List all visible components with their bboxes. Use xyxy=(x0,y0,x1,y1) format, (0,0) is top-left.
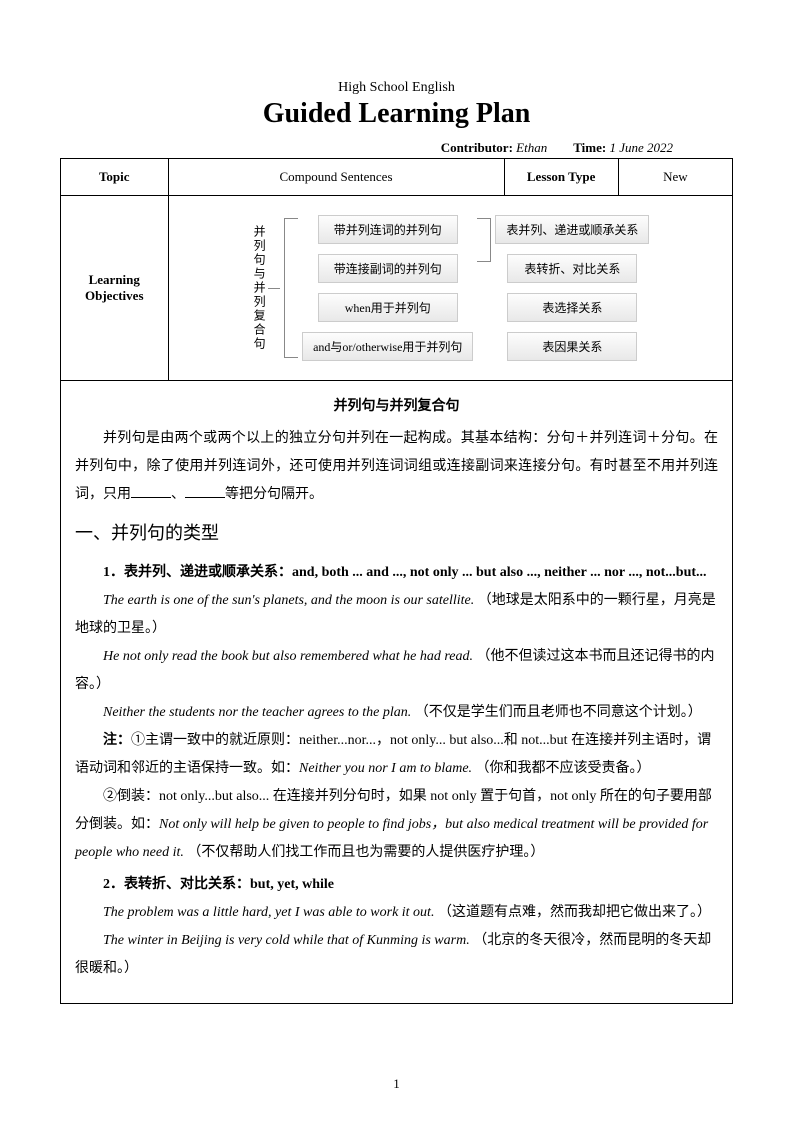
example-en: The problem was a little hard, yet I was… xyxy=(103,905,434,920)
example-cn: （不仅是学生们而且老师也不同意这个计划。） xyxy=(415,705,702,720)
note-label: 注： xyxy=(103,733,131,748)
diagram-mid-column: 带并列连词的并列句 带连接副词的并列句 when用于并列句 and与or/oth… xyxy=(302,210,473,366)
example-3: Neither the students nor the teacher agr… xyxy=(75,699,718,727)
header-subtitle: High School English xyxy=(60,80,733,96)
note-2: ②倒装：not only...but also... 在连接并列分句时，如果 n… xyxy=(75,783,718,867)
example-en: The earth is one of the sun's planets, a… xyxy=(103,593,474,608)
blank-field[interactable] xyxy=(185,484,225,498)
time-value: 1 June 2022 xyxy=(609,140,673,155)
lesson-type-label: Lesson Type xyxy=(504,159,618,196)
intro-tail: 等把分句隔开。 xyxy=(225,487,323,502)
example-en: The winter in Beijing is very cold while… xyxy=(103,933,470,948)
diagram-mid-node: 带并列连词的并列句 xyxy=(318,215,458,244)
subhead-2: 2．表转折、对比关系：but, yet, while xyxy=(75,871,718,899)
content-center-title: 并列句与并列复合句 xyxy=(75,393,718,421)
note-1-ex-cn: （你和我都不应该受责备。） xyxy=(476,761,651,776)
contributor-value: Ethan xyxy=(516,140,547,155)
topic-label: Topic xyxy=(61,159,169,196)
subhead-1: 1．表并列、递进或顺承关系：and, both ... and ..., not… xyxy=(75,559,718,587)
lesson-type-value: New xyxy=(618,159,732,196)
intro-text: 并列句是由两个或两个以上的独立分句并列在一起构成。其基本结构：分句＋并列连词＋分… xyxy=(75,431,718,502)
note-2-ex-cn: （不仅帮助人们找工作而且也为需要的人提供医疗护理。） xyxy=(187,845,544,860)
example-1: The earth is one of the sun's planets, a… xyxy=(75,587,718,643)
example-en: He not only read the book but also remem… xyxy=(103,649,473,664)
note-1-ex-en: Neither you nor I am to blame. xyxy=(299,761,472,776)
objectives-label: Learning Objectives xyxy=(61,196,169,381)
example-2: He not only read the book but also remem… xyxy=(75,643,718,699)
note-1: 注：①主谓一致中的就近原则：neither...nor...，not only.… xyxy=(75,727,718,783)
info-table: Topic Compound Sentences Lesson Type New… xyxy=(60,158,733,381)
diagram-right-column: 表并列、递进或顺承关系 表转折、对比关系 表选择关系 表因果关系 xyxy=(495,210,649,366)
intro-paragraph: 并列句是由两个或两个以上的独立分句并列在一起构成。其基本结构：分句＋并列连词＋分… xyxy=(75,425,718,509)
diagram-right-node: 表因果关系 xyxy=(507,332,637,361)
diagram-mid-node: when用于并列句 xyxy=(318,293,458,322)
bracket-left xyxy=(284,218,298,358)
example-5: The winter in Beijing is very cold while… xyxy=(75,927,718,983)
time-label: Time: xyxy=(573,140,606,155)
diagram-right-node: 表并列、递进或顺承关系 xyxy=(495,215,649,244)
objectives-cell: 并列句与并列复合句 带并列连词的并列句 带连接副词的并列句 when用于并列句 … xyxy=(168,196,732,381)
page-number: 1 xyxy=(0,1076,793,1092)
connector-line xyxy=(268,288,280,289)
example-4: The problem was a little hard, yet I was… xyxy=(75,899,718,927)
header-title: Guided Learning Plan xyxy=(60,98,733,130)
blank-field[interactable] xyxy=(131,484,171,498)
section-1-heading: 一、并列句的类型 xyxy=(75,515,718,551)
content-body: 并列句与并列复合句 并列句是由两个或两个以上的独立分句并列在一起构成。其基本结构… xyxy=(60,381,733,1004)
diagram-mid-node: 带连接副词的并列句 xyxy=(318,254,458,283)
diagram-right-node: 表选择关系 xyxy=(507,293,637,322)
objectives-diagram: 并列句与并列复合句 带并列连词的并列句 带连接副词的并列句 when用于并列句 … xyxy=(177,210,724,366)
diagram-root: 并列句与并列复合句 xyxy=(251,221,268,355)
example-cn: （这道题有点难，然而我却把它做出来了。） xyxy=(438,905,711,920)
contributor-label: Contributor: xyxy=(441,140,513,155)
topic-value: Compound Sentences xyxy=(168,159,504,196)
diagram-mid-node: and与or/otherwise用于并列句 xyxy=(302,332,473,361)
meta-line: Contributor: Ethan Time: 1 June 2022 xyxy=(60,140,733,156)
example-en: Neither the students nor the teacher agr… xyxy=(103,705,411,720)
diagram-right-node: 表转折、对比关系 xyxy=(507,254,637,283)
bracket-right xyxy=(477,218,491,262)
